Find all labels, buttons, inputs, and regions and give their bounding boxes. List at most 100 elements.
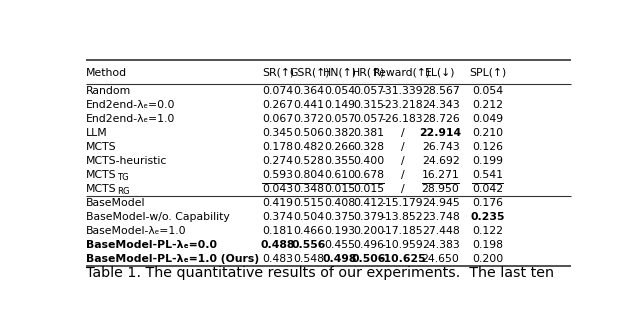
Text: /: / [401,142,404,152]
Text: Reward(↑): Reward(↑) [373,68,431,77]
Text: -17.185: -17.185 [381,226,423,236]
Text: 0.455: 0.455 [324,240,355,250]
Text: Table 1. The quantitative results of our experiments.  The last ten: Table 1. The quantitative results of our… [86,266,554,280]
Text: 0.528: 0.528 [294,156,324,166]
Text: 27.448: 27.448 [422,226,460,236]
Text: LLM: LLM [86,128,108,138]
Text: HN(↑): HN(↑) [323,68,357,77]
Text: 24.650: 24.650 [422,254,460,264]
Text: 0.400: 0.400 [353,156,384,166]
Text: 0.593: 0.593 [262,170,293,180]
Text: 0.315: 0.315 [353,100,384,110]
Text: -10.625: -10.625 [379,254,426,264]
Text: 0.496: 0.496 [353,240,384,250]
Text: -10.959: -10.959 [381,240,423,250]
Text: 0.381: 0.381 [353,128,384,138]
Text: 0.541: 0.541 [472,170,503,180]
Text: 0.419: 0.419 [262,198,293,208]
Text: 0.198: 0.198 [472,240,503,250]
Text: 0.015: 0.015 [353,184,384,194]
Text: 0.057: 0.057 [353,114,384,124]
Text: 0.556: 0.556 [292,240,326,250]
Text: MCTS: MCTS [86,142,116,152]
Text: 0.408: 0.408 [324,198,355,208]
Text: 28.567: 28.567 [422,86,460,96]
Text: 0.210: 0.210 [472,128,503,138]
Text: 0.355: 0.355 [324,156,355,166]
Text: Method: Method [86,68,127,77]
Text: 0.042: 0.042 [472,184,503,194]
Text: BaseModel: BaseModel [86,198,145,208]
Text: BaseModel-λₑ=1.0: BaseModel-λₑ=1.0 [86,226,187,236]
Text: 0.126: 0.126 [472,142,503,152]
Text: SR(↑): SR(↑) [262,68,294,77]
Text: -31.339: -31.339 [381,86,423,96]
Text: RG: RG [118,188,130,196]
Text: 0.178: 0.178 [262,142,293,152]
Text: 0.379: 0.379 [353,212,384,222]
Text: 0.199: 0.199 [472,156,503,166]
Text: /: / [401,128,404,138]
Text: 26.743: 26.743 [422,142,460,152]
Text: EL(↓): EL(↓) [426,68,456,77]
Text: 0.054: 0.054 [324,86,355,96]
Text: 24.945: 24.945 [422,198,460,208]
Text: Random: Random [86,86,131,96]
Text: /: / [401,184,404,194]
Text: 0.176: 0.176 [472,198,503,208]
Text: 28.726: 28.726 [422,114,460,124]
Text: 0.498: 0.498 [323,254,357,264]
Text: 0.200: 0.200 [353,226,384,236]
Text: 0.235: 0.235 [470,212,505,222]
Text: 0.482: 0.482 [294,142,324,152]
Text: MCTS: MCTS [86,170,116,180]
Text: 0.466: 0.466 [294,226,324,236]
Text: 24.383: 24.383 [422,240,460,250]
Text: 0.212: 0.212 [472,100,503,110]
Text: 0.364: 0.364 [294,86,324,96]
Text: -13.852: -13.852 [381,212,423,222]
Text: 0.441: 0.441 [294,100,324,110]
Text: 28.950: 28.950 [422,184,460,194]
Text: 0.200: 0.200 [472,254,503,264]
Text: 0.412: 0.412 [353,198,384,208]
Text: 0.274: 0.274 [262,156,293,166]
Text: 16.271: 16.271 [422,170,460,180]
Text: MCTS: MCTS [86,184,116,194]
Text: 0.328: 0.328 [353,142,384,152]
Text: 0.374: 0.374 [262,212,293,222]
Text: 0.074: 0.074 [262,86,294,96]
Text: 0.504: 0.504 [294,212,324,222]
Text: 0.015: 0.015 [324,184,355,194]
Text: 0.057: 0.057 [353,86,384,96]
Text: 0.483: 0.483 [262,254,293,264]
Text: 0.054: 0.054 [472,86,503,96]
Text: End2end-λₑ=1.0: End2end-λₑ=1.0 [86,114,175,124]
Text: 23.748: 23.748 [422,212,460,222]
Text: 0.488: 0.488 [260,240,295,250]
Text: 0.057: 0.057 [324,114,355,124]
Text: 0.678: 0.678 [353,170,384,180]
Text: 0.266: 0.266 [324,142,355,152]
Text: 0.548: 0.548 [294,254,324,264]
Text: 0.181: 0.181 [262,226,293,236]
Text: 0.372: 0.372 [294,114,324,124]
Text: /: / [401,156,404,166]
Text: 24.692: 24.692 [422,156,460,166]
Text: 0.193: 0.193 [324,226,355,236]
Text: 0.506: 0.506 [294,128,324,138]
Text: 0.122: 0.122 [472,226,503,236]
Text: 0.375: 0.375 [324,212,355,222]
Text: 0.515: 0.515 [294,198,324,208]
Text: 24.343: 24.343 [422,100,460,110]
Text: GSR(↑): GSR(↑) [289,68,330,77]
Text: -26.183: -26.183 [381,114,423,124]
Text: 0.506: 0.506 [351,254,386,264]
Text: SPL(↑): SPL(↑) [469,68,506,77]
Text: 0.610: 0.610 [324,170,355,180]
Text: /: / [401,170,404,180]
Text: 0.345: 0.345 [262,128,293,138]
Text: -23.218: -23.218 [381,100,423,110]
Text: 0.804: 0.804 [294,170,324,180]
Text: 0.382: 0.382 [324,128,355,138]
